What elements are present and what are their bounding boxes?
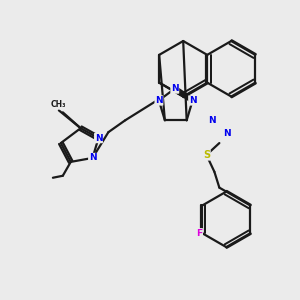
Text: N: N bbox=[208, 116, 216, 125]
Text: S: S bbox=[203, 150, 210, 160]
Text: N: N bbox=[89, 153, 96, 162]
Text: N: N bbox=[95, 134, 102, 142]
Text: N: N bbox=[189, 96, 196, 105]
Text: N: N bbox=[224, 129, 231, 138]
Text: N: N bbox=[171, 84, 178, 93]
Text: CH₃: CH₃ bbox=[51, 100, 67, 109]
Text: F: F bbox=[196, 229, 203, 238]
Text: N: N bbox=[155, 96, 163, 105]
